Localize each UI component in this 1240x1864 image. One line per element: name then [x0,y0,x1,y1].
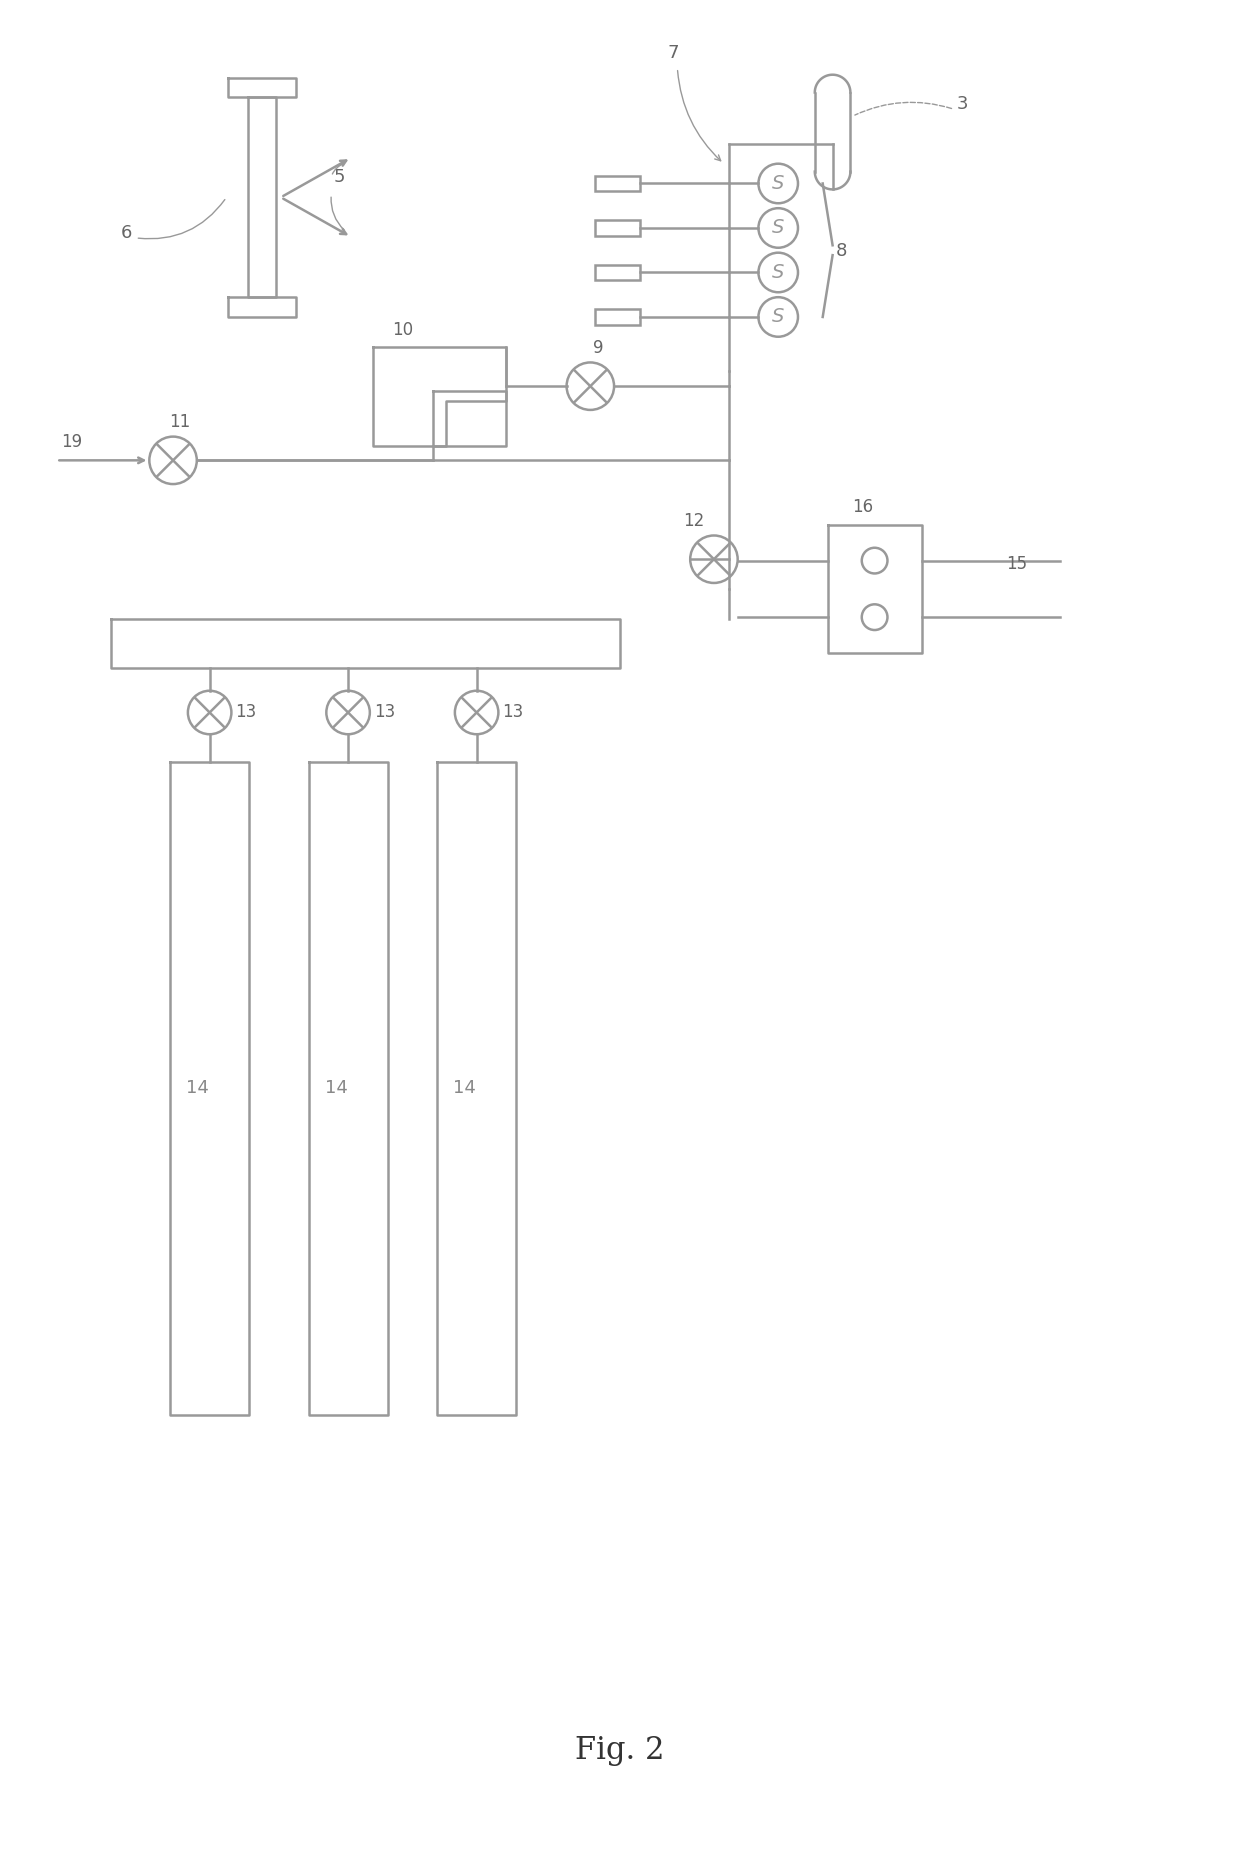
Text: S: S [773,173,785,194]
Text: S: S [773,308,785,326]
Text: 12: 12 [683,511,704,529]
Text: 8: 8 [836,242,847,259]
Text: 13: 13 [236,703,257,721]
Text: 5: 5 [334,168,345,186]
Text: 14: 14 [186,1079,210,1098]
Text: S: S [773,218,785,237]
Bar [595,265,640,280]
Text: 14: 14 [454,1079,476,1098]
Text: 6: 6 [120,224,131,242]
Text: 16: 16 [852,498,873,516]
Bar [595,220,640,237]
Text: 15: 15 [1006,555,1027,572]
Text: 7: 7 [667,45,680,62]
Text: 3: 3 [956,95,967,114]
Bar [595,309,640,324]
Text: S: S [773,263,785,281]
Text: 14: 14 [325,1079,347,1098]
Text: 9: 9 [593,339,604,356]
Bar [595,175,640,192]
Text: 10: 10 [393,321,414,339]
Text: 13: 13 [373,703,396,721]
Text: Fig. 2: Fig. 2 [575,1735,665,1767]
Text: 13: 13 [502,703,523,721]
Text: 19: 19 [61,434,82,451]
Text: 11: 11 [170,412,191,431]
